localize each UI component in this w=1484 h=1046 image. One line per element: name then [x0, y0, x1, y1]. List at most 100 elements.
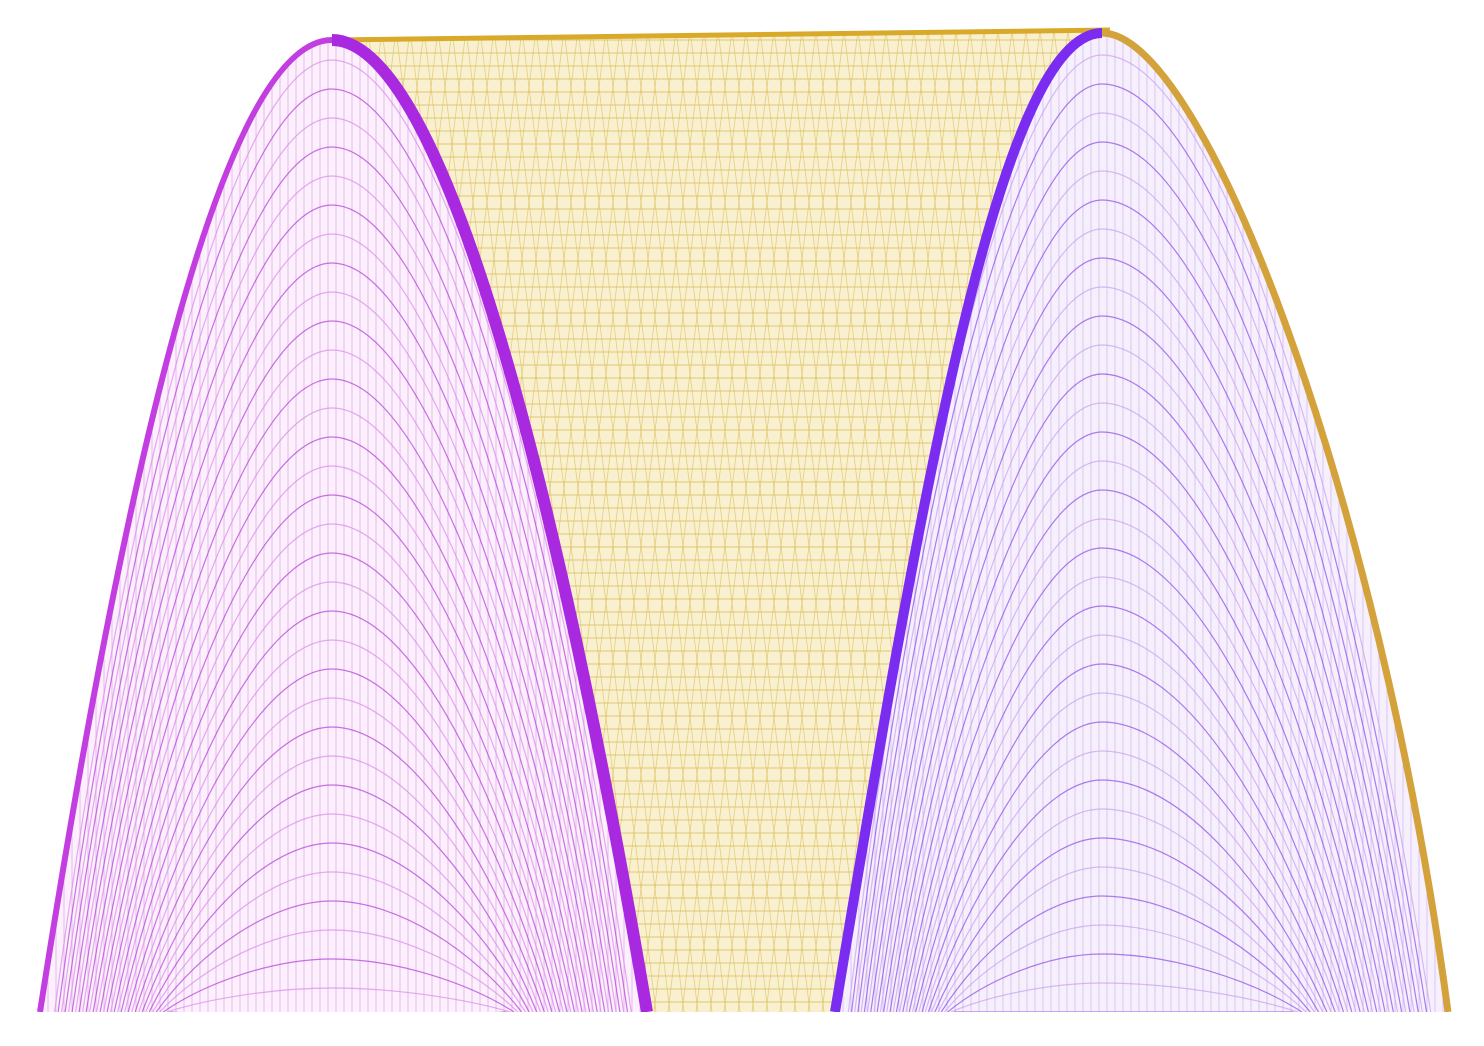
mesh-arch	[120, 610, 561, 1012]
bottom-margin	[0, 1012, 1484, 1046]
mesh-arch	[931, 808, 1324, 1012]
mesh-line	[675, 30, 797, 1012]
mesh-arch	[166, 987, 511, 1012]
mesh-arch	[54, 59, 632, 1012]
mesh-arch	[879, 344, 1390, 1012]
mesh-arch	[924, 750, 1332, 1012]
right-dome-fill	[835, 33, 1448, 1012]
mesh-arch	[68, 175, 617, 1012]
right-dome	[835, 33, 1448, 1012]
dome-mesh	[835, 33, 1444, 1012]
mesh-line	[653, 30, 775, 1012]
mesh-arch	[950, 982, 1299, 1012]
top-edge	[329, 27, 1111, 43]
mesh-line	[703, 30, 825, 1012]
mesh-arch	[860, 170, 1415, 1012]
mesh-arch	[96, 407, 587, 1012]
mesh-arch	[162, 958, 515, 1012]
mesh-arch	[89, 349, 595, 1012]
mesh-arch	[103, 465, 579, 1012]
mesh-arch	[892, 460, 1374, 1012]
mesh-arch	[870, 257, 1403, 1012]
mesh-arch	[908, 605, 1353, 1012]
mesh-arch	[152, 871, 526, 1012]
mesh-arch	[944, 924, 1307, 1012]
mesh-line	[625, 30, 747, 1012]
mesh-arch	[99, 436, 583, 1012]
mesh-arch	[940, 895, 1311, 1012]
mesh-line	[577, 30, 699, 1012]
left-dome-edge	[331, 34, 653, 1014]
mesh-arch	[902, 547, 1361, 1012]
mesh-line	[605, 30, 727, 1012]
mesh-arch	[134, 726, 545, 1012]
mesh-arch	[124, 639, 557, 1012]
mesh-arch	[57, 88, 629, 1012]
mesh-arch	[876, 315, 1394, 1012]
mesh-line	[765, 30, 887, 1012]
mesh-arch	[159, 929, 519, 1012]
mesh-line	[619, 30, 741, 1012]
mesh-arch	[937, 866, 1315, 1012]
mesh-line	[667, 30, 789, 1012]
mesh-arch	[886, 402, 1382, 1012]
mesh-arch	[85, 320, 598, 1012]
mesh-arch	[927, 779, 1328, 1012]
mesh-arch	[155, 900, 523, 1012]
mesh-line	[563, 30, 685, 1012]
mesh-arch	[64, 146, 621, 1012]
mesh-line	[681, 30, 803, 1012]
mesh-arch	[82, 291, 602, 1012]
mesh-line	[709, 30, 831, 1012]
mesh-line	[689, 30, 811, 1012]
mesh-line	[535, 30, 657, 1012]
mesh-line	[695, 30, 817, 1012]
mesh-arch	[899, 518, 1365, 1012]
mesh-line	[807, 30, 929, 1012]
mesh-line	[591, 30, 713, 1012]
mesh-arch	[915, 663, 1345, 1012]
mesh-arch	[113, 552, 568, 1012]
mesh-arch	[138, 755, 542, 1012]
mesh-arch	[895, 489, 1370, 1012]
mesh-arch	[921, 721, 1336, 1012]
mesh-arch	[854, 112, 1423, 1012]
mesh-line	[793, 30, 915, 1012]
left-dome-edge	[37, 37, 333, 1013]
mesh-arch	[850, 83, 1428, 1012]
mesh-line	[821, 30, 943, 1012]
mesh-arch	[117, 581, 564, 1012]
mesh-arch	[905, 576, 1357, 1012]
mesh-arch	[61, 117, 625, 1012]
right-dome-edge	[830, 28, 1103, 1013]
mesh-line	[639, 30, 761, 1012]
right-dome-edge	[1101, 29, 1452, 1013]
mesh-arch	[78, 262, 606, 1012]
mesh-arch	[918, 692, 1340, 1012]
mesh-line	[723, 30, 845, 1012]
mesh-line	[549, 30, 671, 1012]
mesh-arch	[863, 199, 1411, 1012]
mesh-arch	[947, 953, 1303, 1012]
mesh-arch	[141, 784, 538, 1012]
mesh-line	[717, 30, 839, 1012]
mesh-arch	[110, 523, 572, 1012]
mesh-arch	[92, 378, 591, 1012]
mesh-line	[737, 30, 859, 1012]
mesh-arch	[857, 141, 1419, 1012]
mesh-line	[745, 30, 867, 1012]
mesh-line	[779, 30, 901, 1012]
mesh-line	[835, 30, 957, 1012]
mesh-line	[611, 30, 733, 1012]
mesh-arch	[148, 842, 530, 1012]
mesh-arch	[106, 494, 576, 1012]
mesh-line	[661, 30, 783, 1012]
mesh-arch	[889, 431, 1378, 1012]
mesh-line	[647, 30, 769, 1012]
mesh-arch	[71, 204, 613, 1012]
mesh-arch	[866, 228, 1407, 1012]
mesh-arch	[127, 668, 553, 1012]
mesh-arch	[934, 837, 1320, 1012]
